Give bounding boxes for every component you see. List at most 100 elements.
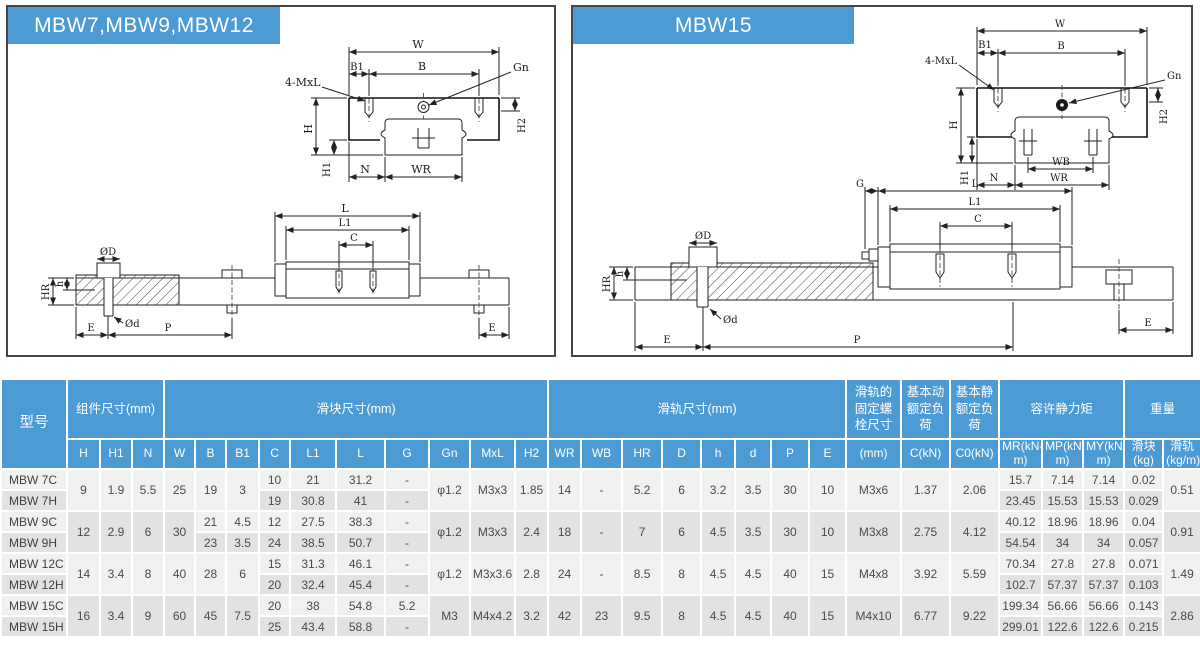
cell: 45 bbox=[194, 594, 228, 638]
col-h1: H1 bbox=[99, 438, 133, 470]
table-row: MBW 7C 9 1.9 5.5 25 19 3 10 21 31.2 - φ1… bbox=[0, 468, 1200, 512]
cell: M3x3 bbox=[469, 510, 517, 554]
col-block-kg: 滑块(kg) bbox=[1123, 438, 1165, 470]
col-p: P bbox=[770, 438, 811, 470]
cell: 23.45 bbox=[998, 489, 1044, 512]
table-row: MBW 7H 19 30.8 41 - 23.45 15.53 15.53 0.… bbox=[0, 489, 1200, 512]
cell: 57.37 bbox=[1041, 573, 1085, 596]
panel-title-mbw7-9-12: MBW7,MBW9,MBW12 bbox=[8, 7, 280, 44]
cell: 1.85 bbox=[514, 468, 550, 512]
dim-e-right: E bbox=[488, 323, 495, 334]
cell: 2.86 bbox=[1162, 594, 1200, 638]
cell: 5.5 bbox=[130, 468, 166, 512]
col-l1: L1 bbox=[289, 438, 338, 470]
col-c0kn: C0(kN) bbox=[949, 438, 1001, 470]
cell: φ1.2 bbox=[428, 510, 472, 554]
cell: 3.5 bbox=[734, 510, 773, 554]
cell: 9 bbox=[66, 468, 101, 512]
cell: 40 bbox=[770, 594, 811, 638]
cell: 3.4 bbox=[99, 594, 133, 638]
cell: M3x3.6 bbox=[469, 552, 517, 596]
cell: 0.02 bbox=[1123, 468, 1165, 491]
cell: 38.5 bbox=[289, 531, 338, 554]
cell: 15 bbox=[808, 552, 848, 596]
cell: 12 bbox=[258, 510, 292, 533]
cell: 9.5 bbox=[621, 594, 664, 638]
dim-od: ØD bbox=[695, 231, 711, 242]
dim-l: L bbox=[972, 179, 979, 190]
col-h2: H2 bbox=[514, 438, 550, 470]
col-c: C bbox=[258, 438, 292, 470]
cell: 9.22 bbox=[949, 594, 1001, 638]
dim-hr: HR bbox=[41, 283, 52, 300]
model-cell: MBW 9H bbox=[0, 531, 68, 554]
dim-w: W bbox=[412, 38, 424, 51]
cell: M4x10 bbox=[845, 594, 903, 638]
cell: 40 bbox=[770, 552, 811, 596]
gn-label: Gn bbox=[1167, 71, 1182, 82]
cell: - bbox=[580, 468, 624, 512]
cell: 28 bbox=[194, 552, 228, 596]
cell: 10 bbox=[808, 510, 848, 554]
diagram-panel-mbw15: W B1 B 4-MxL Gn H H1 bbox=[571, 5, 1193, 357]
mount-screw-label: 4-MxL bbox=[925, 56, 958, 67]
cell: 18 bbox=[547, 510, 583, 554]
dim-h: H bbox=[949, 120, 960, 129]
diagram-panel-mbw7-9-12: W B1 B 4-MxL Gn H bbox=[6, 5, 556, 357]
cell: 60 bbox=[163, 594, 197, 638]
cell: 0.51 bbox=[1162, 468, 1200, 512]
group-static-moment: 容许静力矩 bbox=[998, 378, 1126, 440]
cell: 16 bbox=[66, 594, 101, 638]
col-hr: HR bbox=[621, 438, 664, 470]
group-dynamic-load: 基本动额定负荷 bbox=[900, 378, 952, 440]
dim-l1: L1 bbox=[968, 197, 981, 208]
cell: 70.34 bbox=[998, 552, 1044, 575]
cell: - bbox=[384, 531, 431, 554]
col-rail-kgm: 滑轨(kg/m) bbox=[1162, 438, 1200, 470]
cell: 3.5 bbox=[734, 468, 773, 512]
cell: 21 bbox=[194, 510, 228, 533]
cell: 19 bbox=[194, 468, 228, 512]
dim-p: P bbox=[854, 335, 861, 346]
cell: 7.5 bbox=[225, 594, 261, 638]
col-l: L bbox=[335, 438, 387, 470]
cell: 4.5 bbox=[700, 594, 737, 638]
cell: 0.143 bbox=[1123, 594, 1165, 617]
cell: 8.5 bbox=[621, 552, 664, 596]
cell: 42 bbox=[547, 594, 583, 638]
cell: 56.66 bbox=[1082, 594, 1126, 617]
cell: 4.5 bbox=[700, 552, 737, 596]
cell: 46.1 bbox=[335, 552, 387, 575]
table-row: MBW 15C 16 3.4 9 60 45 7.5 20 38 54.8 5.… bbox=[0, 594, 1200, 638]
dim-h-small: h bbox=[615, 270, 626, 277]
cell: 58.8 bbox=[335, 615, 387, 638]
cell: 50.7 bbox=[335, 531, 387, 554]
cell: 23 bbox=[194, 531, 228, 554]
cell: φ1.2 bbox=[428, 468, 472, 512]
cell: - bbox=[384, 489, 431, 512]
cell: 18.96 bbox=[1082, 510, 1126, 533]
table-row: MBW 9C 12 2.9 6 30 21 4.5 12 27.5 38.3 -… bbox=[0, 510, 1200, 554]
dim-l: L bbox=[341, 202, 349, 215]
col-d: D bbox=[661, 438, 703, 470]
cell: 27.8 bbox=[1041, 552, 1085, 575]
cell: 20 bbox=[258, 573, 292, 596]
table-row: MBW 15H 25 43.4 58.8 - 299.01 122.6 122.… bbox=[0, 615, 1200, 638]
cell: 8 bbox=[661, 594, 703, 638]
group-assembly-dims: 组件尺寸(mm) bbox=[65, 378, 166, 440]
cell: - bbox=[384, 468, 431, 491]
cell: M4x4.2 bbox=[469, 594, 517, 638]
cell: 30.8 bbox=[289, 489, 338, 512]
cell: 15.53 bbox=[1041, 489, 1085, 512]
cell: 38.3 bbox=[335, 510, 387, 533]
cell: 1.37 bbox=[900, 468, 952, 512]
col-h: H bbox=[66, 438, 101, 470]
dim-l1: L1 bbox=[338, 218, 351, 229]
dim-e-left: E bbox=[87, 323, 94, 334]
cell: 0.071 bbox=[1123, 552, 1165, 575]
cell: 4.5 bbox=[700, 510, 737, 554]
col-mp: MP(kN-m) bbox=[1041, 438, 1085, 470]
dim-od-small: Ød bbox=[723, 315, 738, 326]
col-n: N bbox=[130, 438, 166, 470]
col-b1: B1 bbox=[225, 438, 261, 470]
